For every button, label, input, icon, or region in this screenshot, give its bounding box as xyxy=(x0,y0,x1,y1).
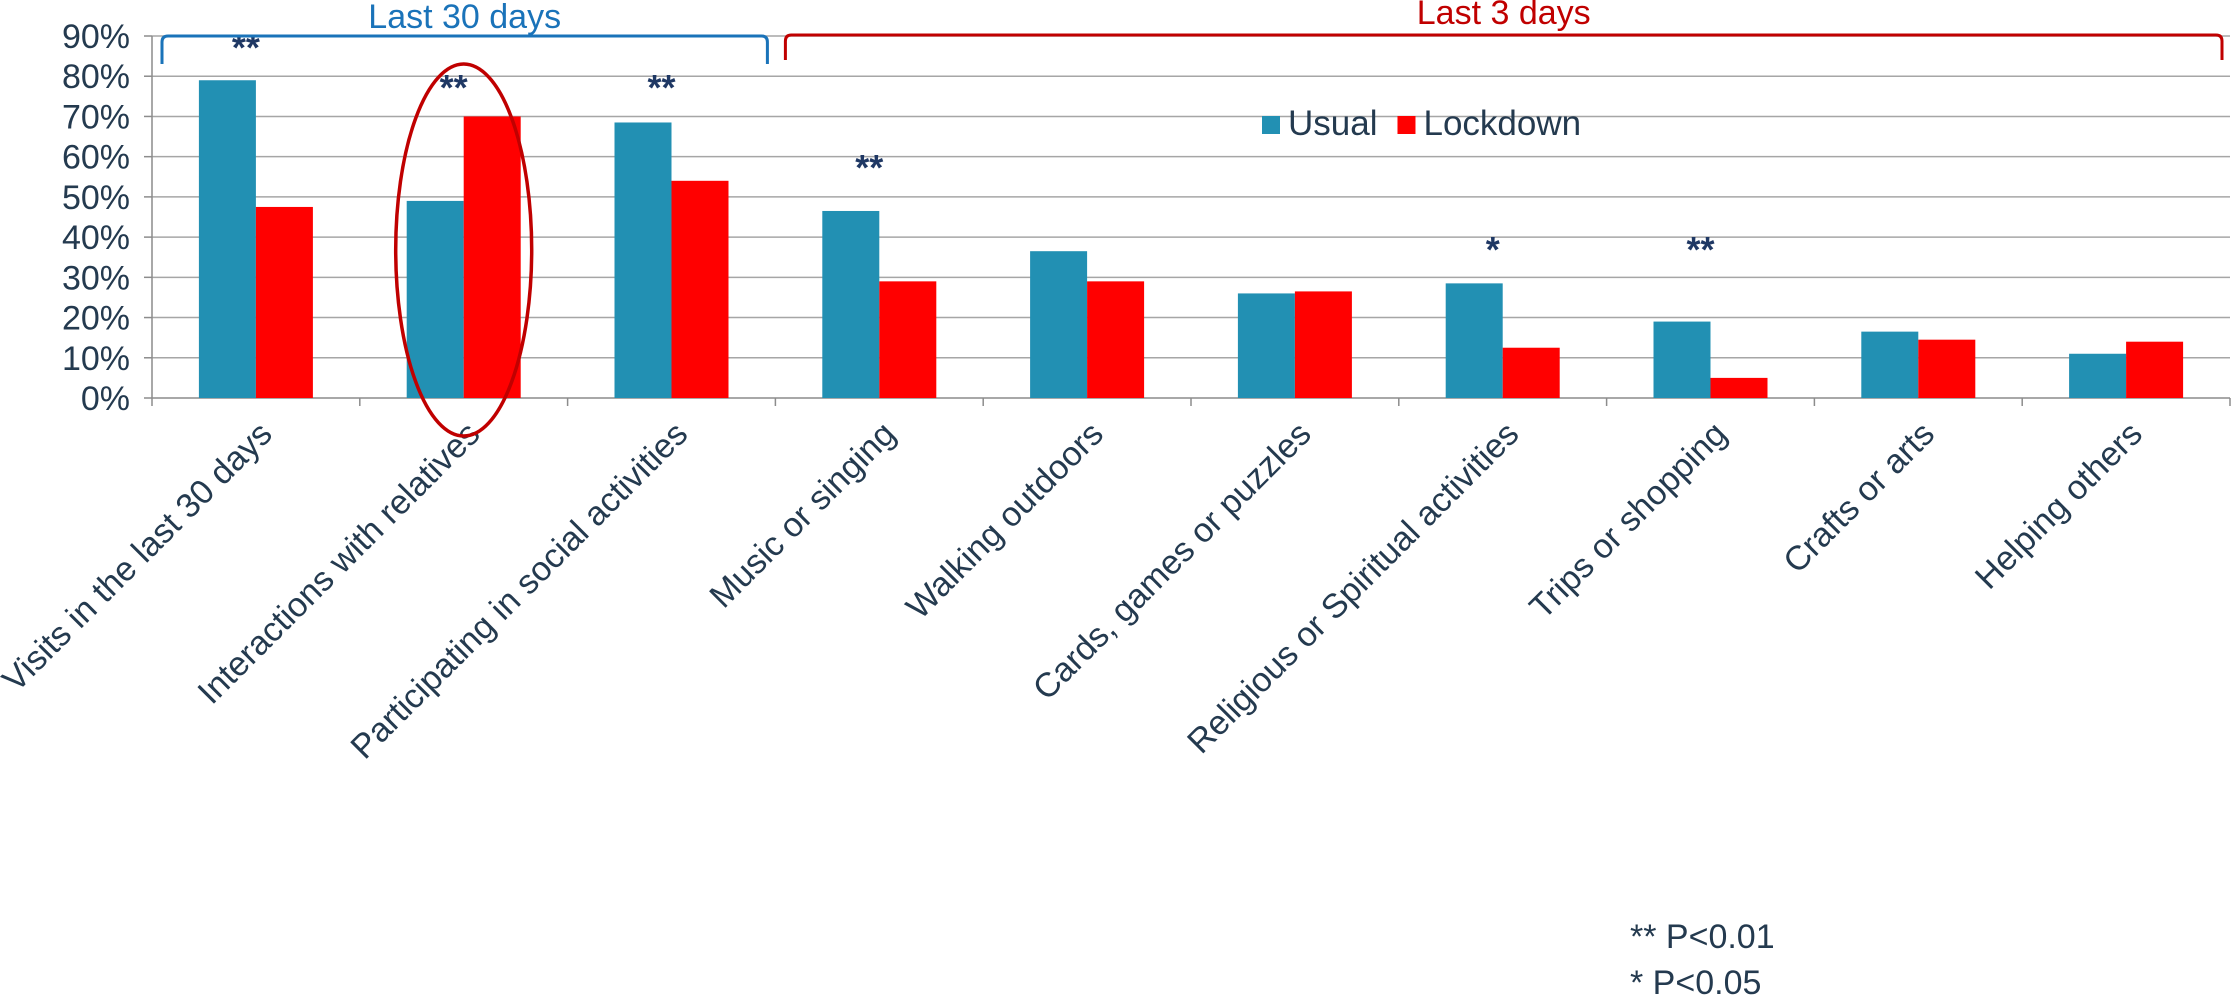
bars xyxy=(198,80,2184,398)
legend-label-usual: Usual xyxy=(1288,104,1377,143)
bar-lockdown-1 xyxy=(463,116,521,398)
significance-marker: ** xyxy=(232,27,260,68)
bar-lockdown-0 xyxy=(255,206,313,398)
y-tick-label: 60% xyxy=(62,139,130,177)
period-brackets: Last 30 days Last 3 days xyxy=(160,0,2224,64)
category-label: Crafts or arts xyxy=(1776,415,1942,581)
bar-lockdown-7 xyxy=(1710,377,1768,398)
significance-marker: ** xyxy=(855,147,883,188)
y-tick-label: 30% xyxy=(62,259,130,297)
legend-swatch-usual xyxy=(1262,116,1280,134)
bracket-line xyxy=(783,33,2224,60)
bar-usual-9 xyxy=(2069,353,2127,398)
footnote: ** P<0.01 xyxy=(1630,918,1775,956)
y-tick-label: 50% xyxy=(62,179,130,217)
y-tick-label: 70% xyxy=(62,98,130,136)
legend: Usual Lockdown xyxy=(1262,104,1581,143)
bar-lockdown-6 xyxy=(1502,347,1560,398)
y-tick-label: 90% xyxy=(62,18,130,56)
axes: 0%10%20%30%40%50%60%70%80%90% xyxy=(62,18,2231,418)
significance-marker: * xyxy=(1486,229,1500,270)
significance-marker: ** xyxy=(1686,229,1714,270)
category-label: Helping others xyxy=(1968,415,2150,597)
bar-lockdown-5 xyxy=(1294,291,1352,398)
bar-usual-7 xyxy=(1653,321,1711,398)
significance-markers: **** ***** ** xyxy=(232,27,1715,270)
bar-usual-8 xyxy=(1861,331,1919,398)
legend-label-lockdown: Lockdown xyxy=(1423,104,1581,143)
category-label: Participating in social activities xyxy=(344,415,696,767)
y-tick-label: 20% xyxy=(62,300,130,338)
bar-lockdown-4 xyxy=(1087,281,1145,398)
y-tick-label: 0% xyxy=(81,380,130,418)
footnote: * P<0.05 xyxy=(1630,964,1761,997)
bracket-label: Last 30 days xyxy=(368,0,561,36)
highlight-ellipse xyxy=(393,62,534,438)
category-label: Walking outdoors xyxy=(899,415,1111,627)
bar-lockdown-8 xyxy=(1918,339,1976,398)
category-label: Trips or shopping xyxy=(1522,415,1734,627)
bracket-label: Last 3 days xyxy=(1417,0,1591,32)
category-label: Music or singing xyxy=(702,415,903,616)
y-tick-label: 40% xyxy=(62,219,130,257)
y-tick-label: 10% xyxy=(62,340,130,378)
bar-usual-4 xyxy=(1030,251,1088,398)
bar-lockdown-3 xyxy=(879,281,937,398)
bar-lockdown-2 xyxy=(671,180,729,398)
y-tick-label: 80% xyxy=(62,58,130,96)
bar-usual-0 xyxy=(198,80,256,398)
significance-marker: ** xyxy=(647,67,675,108)
bar-usual-6 xyxy=(1445,283,1503,398)
bar-usual-3 xyxy=(822,210,880,398)
footnotes: ** P<0.01 * P<0.05 xyxy=(1630,918,1775,997)
category-label: Religious or Spiritual activities xyxy=(1180,415,1526,761)
bar-lockdown-9 xyxy=(2126,341,2184,398)
bar-usual-5 xyxy=(1237,293,1295,398)
bar-usual-1 xyxy=(406,200,464,398)
highlight-ellipse xyxy=(393,62,534,438)
legend-swatch-lockdown xyxy=(1397,116,1416,134)
bar-usual-2 xyxy=(614,122,672,398)
bracket-line xyxy=(160,34,769,64)
